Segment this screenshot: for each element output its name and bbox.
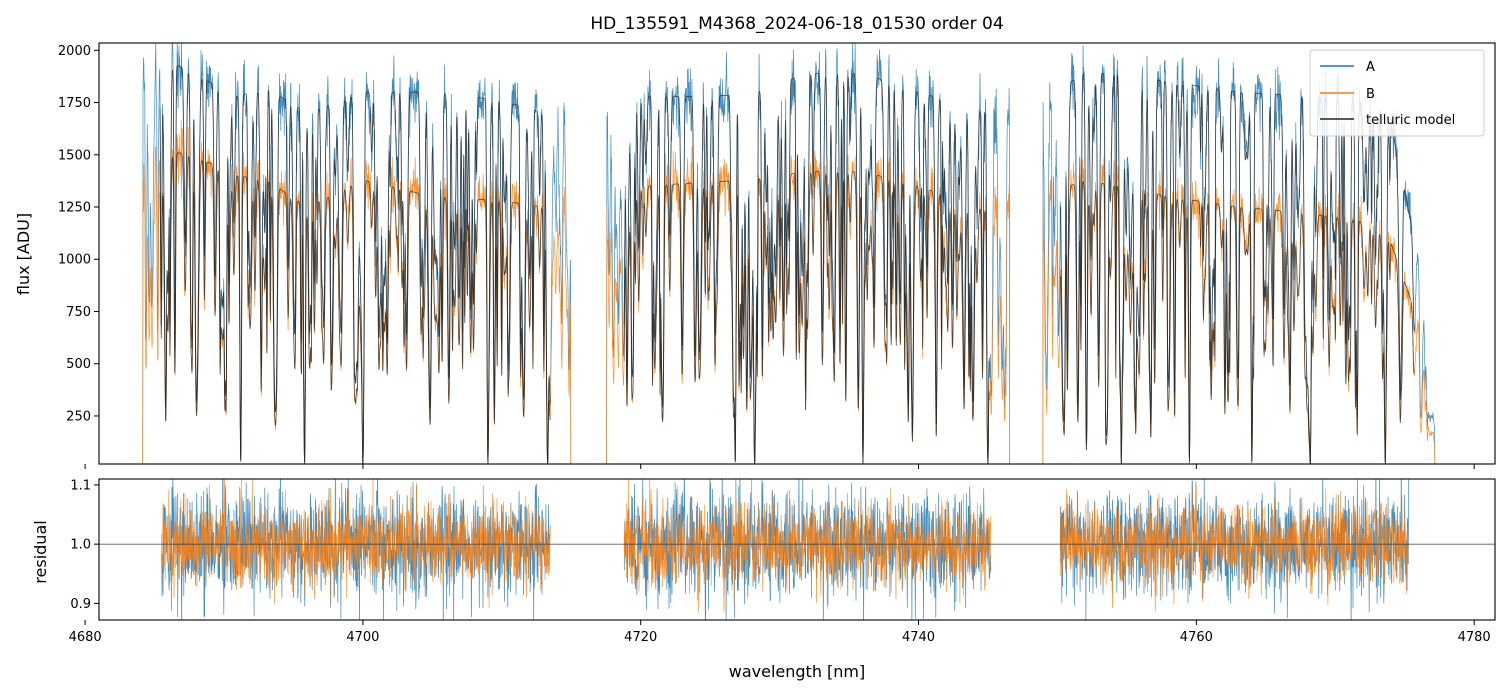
telluric-model-line-0 <box>159 65 1415 464</box>
x-tick-label: 4680 <box>69 630 102 645</box>
legend: A B telluric model <box>1309 49 1485 137</box>
residual-y-ticks: 0.9 1.0 1.1 <box>70 478 99 612</box>
residual-y-tick-label: 0.9 <box>70 597 91 612</box>
chart-title: HD_135591_M4368_2024-06-18_01530 order 0… <box>590 14 1003 34</box>
legend-label-a: A <box>1366 60 1375 75</box>
residual-x-ticks: 4680 4700 4720 4740 4760 4780 <box>69 620 1491 645</box>
residual-series-group <box>99 479 1495 620</box>
x-tick-label: 4760 <box>1180 630 1213 645</box>
flux-y-tick-label: 1750 <box>58 96 91 111</box>
flux-axes-frame <box>98 42 1496 465</box>
flux-y-tick-label: 750 <box>66 305 91 320</box>
x-tick-label: 4700 <box>346 630 379 645</box>
flux-series-group <box>142 43 1436 464</box>
flux-y-tick-label: 250 <box>66 409 91 424</box>
residual-panel: 0.9 1.0 1.1 4680 4700 4720 4740 4760 4780 resid… <box>31 478 1496 681</box>
flux-y-tick-label: 500 <box>66 357 91 372</box>
flux-y-tick-label: 1500 <box>58 148 91 163</box>
residual-axes-frame <box>98 478 1496 621</box>
residual-y-axis-label: residual <box>31 520 50 583</box>
flux-y-axis-label: flux [ADU] <box>14 213 33 295</box>
x-tick-label: 4780 <box>1458 630 1491 645</box>
legend-frame <box>1309 49 1485 137</box>
flux-y-tick-label: 1000 <box>58 253 91 268</box>
x-tick-label: 4720 <box>624 630 657 645</box>
telluric-model-line-1 <box>159 152 1415 464</box>
flux-y-ticks: 250 500 750 1000 1250 1500 1750 2000 <box>58 44 99 424</box>
x-tick-label: 4740 <box>902 630 935 645</box>
x-axis-label: wavelength [nm] <box>729 662 866 681</box>
residual-y-tick-label: 1.1 <box>70 478 91 493</box>
residual-y-tick-label: 1.0 <box>70 538 91 553</box>
legend-label-b: B <box>1366 87 1375 102</box>
flux-y-tick-label: 1250 <box>58 201 91 216</box>
legend-label-telluric: telluric model <box>1366 113 1455 128</box>
flux-panel: 250 500 750 1000 1250 1500 1750 2000 flux [ADU]… <box>14 42 1496 469</box>
flux-x-ticks <box>84 464 1475 469</box>
flux-y-tick-label: 2000 <box>58 44 91 59</box>
